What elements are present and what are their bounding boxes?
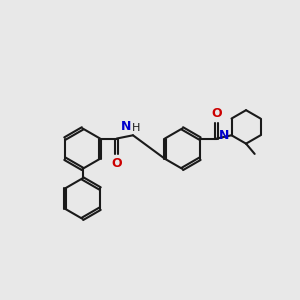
Text: O: O [212, 106, 222, 120]
Text: N: N [218, 129, 229, 142]
Text: O: O [111, 157, 122, 170]
Text: H: H [132, 123, 140, 133]
Text: N: N [120, 120, 131, 133]
